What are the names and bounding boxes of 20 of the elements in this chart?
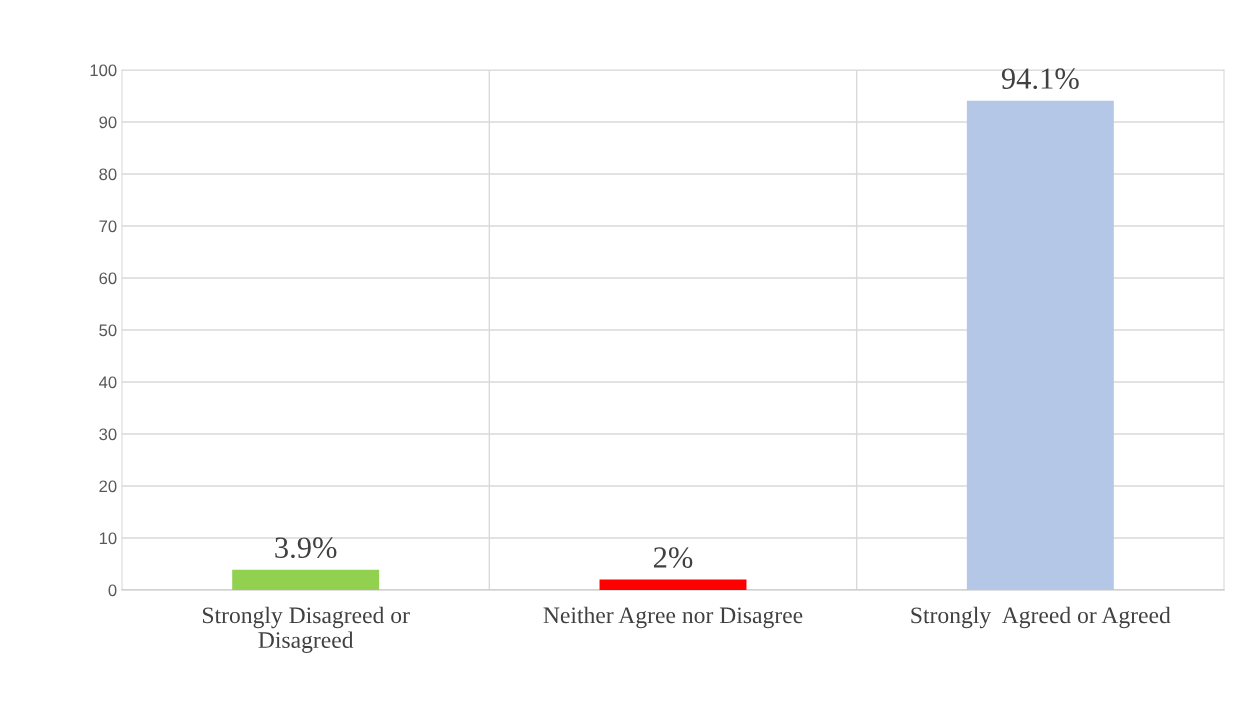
y-tick-label: 30 [99,428,117,441]
bar [966,100,1114,590]
data-label: 2% [653,547,693,568]
y-tick-label: 0 [108,584,117,597]
y-tick-label: 40 [98,376,117,389]
y-tick-label: 70 [99,220,117,233]
bar [599,579,747,590]
y-tick-label: 50 [99,324,117,337]
x-tick-label: Neither Agree nor Disagree [543,606,803,629]
y-tick-label: 90 [99,116,117,129]
y-tick-label: 60 [99,272,117,285]
x-tick-label: Strongly Agreed or Agreed [911,606,1171,629]
y-tick-label: 100 [90,64,117,77]
y-tick-label: 10 [99,532,117,545]
data-label: 94.1% [1001,68,1079,90]
bar [232,569,380,590]
data-label: 3.9% [275,537,337,559]
y-tick-label: 80 [99,168,117,181]
x-tick-label: Strongly Disagreed or Disagreed [202,606,410,653]
y-tick-label: 20 [99,480,117,493]
